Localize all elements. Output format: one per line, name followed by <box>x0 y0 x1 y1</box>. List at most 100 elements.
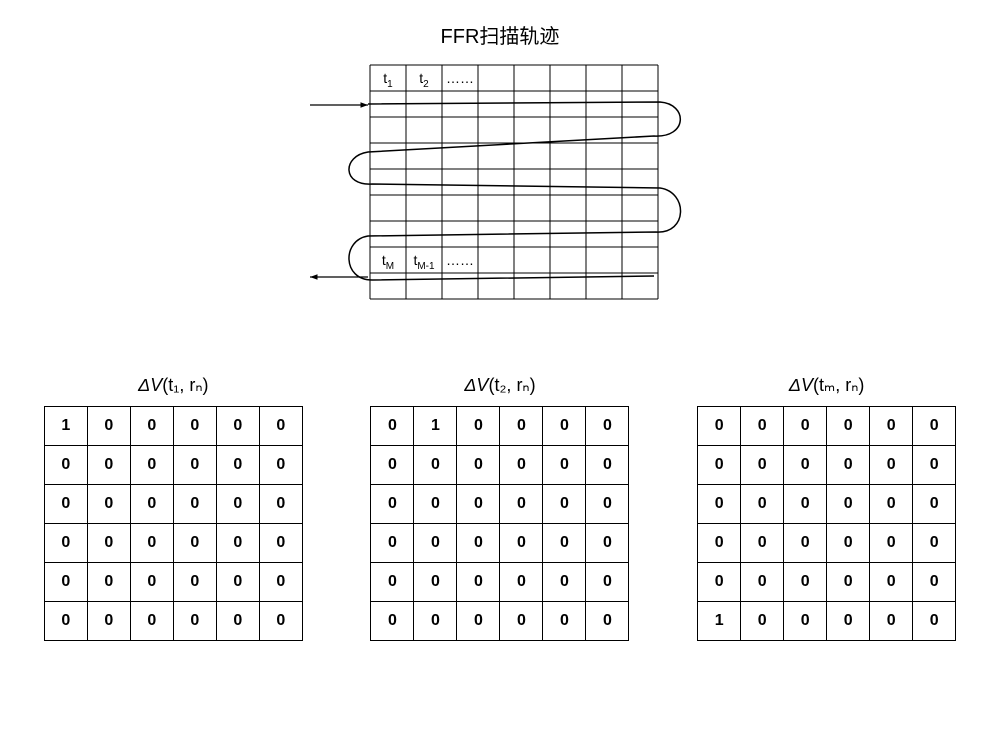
matrix-cell: 0 <box>87 563 130 602</box>
matrix-cell: 0 <box>173 446 216 485</box>
matrix-cell: 0 <box>87 446 130 485</box>
matrix-cell: 0 <box>741 602 784 641</box>
matrix-cell: 0 <box>371 563 414 602</box>
matrix-cell: 0 <box>870 446 913 485</box>
matrix-cell: 0 <box>586 602 629 641</box>
matrix-cell: 0 <box>216 446 259 485</box>
matrix-cell: 0 <box>870 485 913 524</box>
main-title: FFR扫描轨迹 <box>441 20 560 49</box>
matrix-cell: 0 <box>44 446 87 485</box>
matrix-cell: 0 <box>44 485 87 524</box>
matrix-block: ΔV(tₘ, rₙ)000000000000000000000000000000… <box>697 375 956 641</box>
matrix-cell: 0 <box>543 446 586 485</box>
matrix-cell: 0 <box>414 485 457 524</box>
matrix-cell: 0 <box>457 407 500 446</box>
matrix-cell: 0 <box>500 524 543 563</box>
matrix-cell: 0 <box>414 446 457 485</box>
matrix-cell: 0 <box>216 407 259 446</box>
matrix-cell: 0 <box>259 485 302 524</box>
matrix-cell: 0 <box>913 407 956 446</box>
matrix-cell: 0 <box>741 407 784 446</box>
matrix-cell: 0 <box>130 407 173 446</box>
matrix-cell: 0 <box>130 485 173 524</box>
matrix-cell: 0 <box>741 485 784 524</box>
matrix-cell: 0 <box>827 524 870 563</box>
matrix-cell: 0 <box>44 602 87 641</box>
matrix-cell: 0 <box>913 485 956 524</box>
matrix-cell: 0 <box>586 485 629 524</box>
matrix-cell: 0 <box>827 446 870 485</box>
matrix-cell: 0 <box>371 524 414 563</box>
matrix-cell: 0 <box>216 563 259 602</box>
scan-cell-label: tM <box>382 252 394 272</box>
matrix-cell: 0 <box>173 524 216 563</box>
matrix-cell: 0 <box>543 524 586 563</box>
scan-grid-svg: t1t2……tMtM-1…… <box>300 55 700 335</box>
matrix-cell: 0 <box>371 446 414 485</box>
matrix-row: ΔV(t₁, rₙ)100000000000000000000000000000… <box>20 375 980 641</box>
matrix-cell: 0 <box>913 446 956 485</box>
matrix-cell: 0 <box>741 524 784 563</box>
matrix-cell: 0 <box>500 485 543 524</box>
matrix-cell: 0 <box>130 524 173 563</box>
matrix-cell: 0 <box>173 563 216 602</box>
matrix-cell: 0 <box>586 524 629 563</box>
matrix-cell: 0 <box>414 602 457 641</box>
matrix-cell: 0 <box>216 602 259 641</box>
matrix-cell: 0 <box>371 485 414 524</box>
matrix-cell: 0 <box>698 407 741 446</box>
matrix-cell: 0 <box>586 407 629 446</box>
matrix-cell: 0 <box>784 485 827 524</box>
scan-cell-label: …… <box>446 252 474 268</box>
scan-trajectory-diagram: t1t2……tMtM-1…… <box>300 55 700 335</box>
matrix-cell: 0 <box>784 446 827 485</box>
matrix-cell: 0 <box>457 563 500 602</box>
matrix-cell: 0 <box>371 602 414 641</box>
matrix-cell: 0 <box>173 407 216 446</box>
matrix-cell: 0 <box>827 602 870 641</box>
matrix-cell: 0 <box>698 563 741 602</box>
matrix-cell: 0 <box>87 602 130 641</box>
matrix-block: ΔV(t₁, rₙ) 100000000000000000000000000000… <box>44 375 303 641</box>
matrix-cell: 0 <box>500 602 543 641</box>
scan-path <box>349 102 681 280</box>
matrix-cell: 0 <box>870 602 913 641</box>
matrix-cell: 0 <box>741 563 784 602</box>
matrix-cell: 0 <box>457 602 500 641</box>
matrix-cell: 0 <box>827 485 870 524</box>
matrix-cell: 0 <box>457 446 500 485</box>
matrix-cell: 1 <box>698 602 741 641</box>
matrix-cell: 0 <box>698 524 741 563</box>
matrix-label: ΔV(t₁, rₙ) <box>138 375 208 396</box>
matrix-cell: 0 <box>913 524 956 563</box>
matrix-cell: 0 <box>500 563 543 602</box>
matrix-table: 100000000000000000000000000000000000 <box>44 406 303 641</box>
matrix-cell: 0 <box>87 524 130 563</box>
matrix-cell: 0 <box>784 524 827 563</box>
matrix-cell: 0 <box>500 407 543 446</box>
matrix-cell: 0 <box>913 563 956 602</box>
matrix-cell: 0 <box>130 602 173 641</box>
matrix-cell: 0 <box>913 602 956 641</box>
matrix-table: 000000000000000000000000000000100000 <box>697 406 956 641</box>
matrix-cell: 0 <box>870 407 913 446</box>
matrix-cell: 0 <box>543 485 586 524</box>
matrix-cell: 0 <box>216 524 259 563</box>
matrix-table: 010000000000000000000000000000000000 <box>370 406 629 641</box>
scan-cell-label: t1 <box>383 70 393 90</box>
matrix-cell: 0 <box>827 407 870 446</box>
matrix-cell: 0 <box>259 563 302 602</box>
matrix-cell: 0 <box>870 563 913 602</box>
matrix-cell: 0 <box>543 563 586 602</box>
matrix-cell: 0 <box>457 524 500 563</box>
matrix-cell: 0 <box>87 485 130 524</box>
matrix-block: ΔV(t₂, rₙ)010000000000000000000000000000… <box>370 375 629 641</box>
matrix-cell: 0 <box>259 446 302 485</box>
matrix-cell: 0 <box>259 602 302 641</box>
matrix-cell: 0 <box>259 524 302 563</box>
matrix-cell: 0 <box>543 407 586 446</box>
matrix-cell: 0 <box>784 602 827 641</box>
matrix-cell: 0 <box>784 407 827 446</box>
matrix-cell: 0 <box>586 563 629 602</box>
matrix-cell: 0 <box>173 485 216 524</box>
